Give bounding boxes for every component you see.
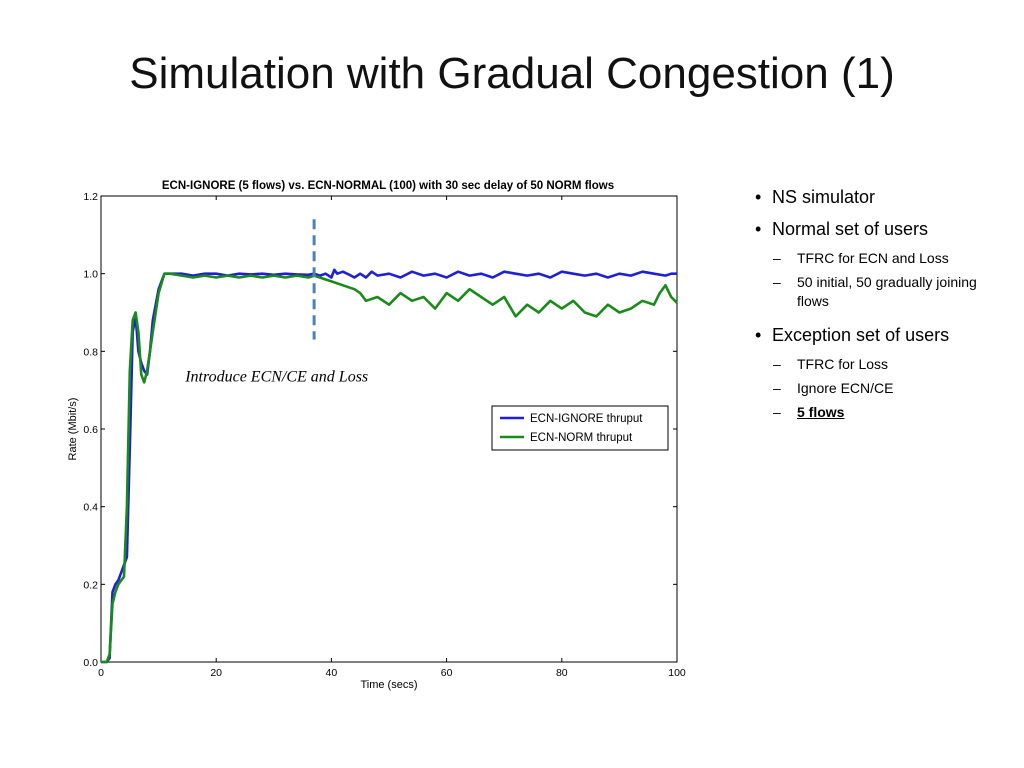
sub-bullet-marker: –	[773, 380, 781, 396]
legend-box	[491, 405, 669, 451]
axis-ticks: 0 20 40 60 80 100 0.0 0.2 0.4 0.6 0.8 1.0 1.2	[83, 191, 686, 679]
legend-label: ECN-IGNORE thruput	[530, 413, 643, 425]
sub-bullet-item: – TFRC for Loss	[773, 355, 1005, 374]
sub-bullet-item: –5 flows	[773, 403, 1005, 422]
sub-bullet-marker: –	[773, 250, 781, 266]
bullet-text: Exception set of users	[772, 325, 950, 345]
y-tick-label: 0.2	[83, 579, 98, 591]
sub-bullet-text: 5 flows	[797, 404, 845, 420]
sub-bullet-item: – Ignore ECN/CE	[773, 379, 1005, 398]
chart-legend: ECN-IGNORE thruput ECN-NORM thruput	[491, 405, 669, 451]
sub-bullet-text: TFRC for Loss	[797, 356, 889, 372]
bullet-list: • NS simulator • Normal set of users – TFRC f…	[755, 185, 1005, 434]
bullet-marker: •	[755, 187, 762, 207]
sub-bullet-marker: –	[773, 356, 781, 372]
line-chart: ECN-IGNORE (5 flows) vs. ECN-NORMAL (100…	[67, 180, 686, 691]
sub-bullet-marker: –	[773, 404, 781, 420]
y-axis-label: Rate (Mbit/s)	[67, 398, 79, 461]
chart-title: ECN-IGNORE (5 flows) vs. ECN-NORMAL (100…	[162, 180, 614, 192]
bullet-item: • NS simulator	[755, 185, 1005, 209]
sub-bullet-item: –50 initial, 50 gradually joining flows	[773, 273, 1005, 311]
sub-bullet-marker: –	[773, 274, 781, 290]
legend-label: ECN-NORM thruput	[530, 432, 633, 444]
x-tick-label: 0	[98, 667, 104, 679]
x-tick-label: 40	[326, 667, 338, 679]
slide-title: Simulation with Gradual Congestion (1)	[129, 49, 895, 98]
sub-bullet-list: – TFRC for Loss – Ignore ECN/CE –5 flows	[755, 355, 1005, 422]
sub-bullet-list: – TFRC for ECN and Loss –50 initial, 50 gr…	[755, 249, 1005, 311]
x-tick-label: 100	[668, 667, 686, 679]
bullet-text: NS simulator	[772, 187, 876, 207]
y-tick-label: 0.0	[83, 657, 98, 669]
bullet-item: • Exception set of users	[755, 323, 1005, 347]
y-tick-label: 0.4	[83, 502, 98, 514]
y-tick-label: 1.0	[83, 269, 98, 281]
bullet-item: • Normal set of users	[755, 217, 1005, 241]
bullet-marker: •	[755, 325, 762, 345]
bullet-text: Normal set of users	[772, 219, 929, 239]
bullet-marker: •	[755, 219, 762, 239]
sub-bullet-item: – TFRC for ECN and Loss	[773, 249, 1005, 268]
chart-annotation: Introduce ECN/CE and Loss	[184, 369, 368, 386]
x-tick-label: 60	[441, 667, 453, 679]
y-tick-label: 0.8	[83, 346, 98, 358]
sub-bullet-text: 50 initial, 50 gradually joining flows	[797, 274, 977, 309]
sub-bullet-text: TFRC for ECN and Loss	[797, 250, 949, 266]
x-axis-label: Time (secs)	[360, 679, 417, 691]
y-tick-label: 1.2	[83, 191, 98, 203]
sub-bullet-text: Ignore ECN/CE	[797, 380, 894, 396]
x-tick-label: 80	[556, 667, 568, 679]
series-lines	[101, 268, 678, 664]
y-tick-label: 0.6	[83, 424, 98, 436]
x-tick-label: 20	[210, 667, 222, 679]
series-line-ecn-norm	[101, 272, 678, 664]
